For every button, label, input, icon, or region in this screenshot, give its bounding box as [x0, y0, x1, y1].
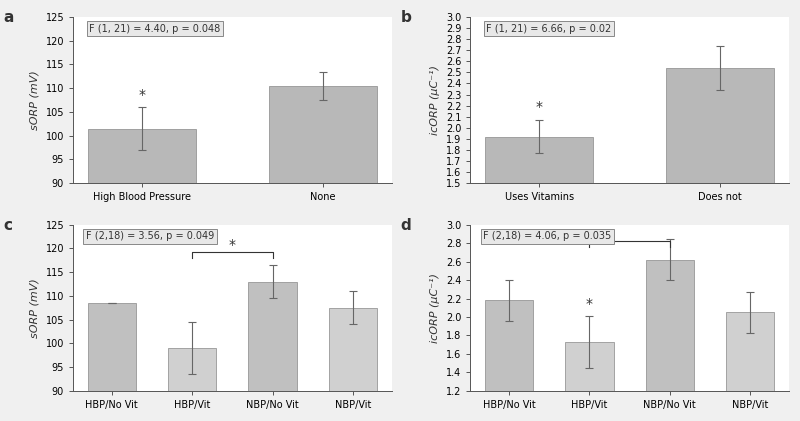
- Bar: [666, 68, 774, 349]
- Text: d: d: [400, 218, 411, 233]
- Bar: [726, 312, 774, 421]
- Text: *: *: [229, 238, 236, 252]
- Text: a: a: [3, 11, 14, 25]
- Bar: [485, 301, 533, 421]
- Bar: [87, 303, 136, 421]
- Bar: [566, 342, 614, 421]
- Y-axis label: icORP (µC⁻¹): icORP (µC⁻¹): [430, 65, 440, 135]
- Text: F (2,18) = 4.06, p = 0.035: F (2,18) = 4.06, p = 0.035: [483, 232, 611, 241]
- Text: *: *: [536, 101, 542, 115]
- Bar: [168, 348, 216, 421]
- Text: *: *: [138, 88, 146, 102]
- Text: F (2,18) = 3.56, p = 0.049: F (2,18) = 3.56, p = 0.049: [86, 232, 214, 241]
- Text: b: b: [400, 11, 411, 25]
- Bar: [646, 260, 694, 421]
- Bar: [485, 137, 594, 349]
- Text: F (1, 21) = 4.40, p = 0.048: F (1, 21) = 4.40, p = 0.048: [89, 24, 220, 34]
- Text: F (1, 21) = 6.66, p = 0.02: F (1, 21) = 6.66, p = 0.02: [486, 24, 611, 34]
- Text: *: *: [586, 298, 593, 312]
- Y-axis label: sORP (mV): sORP (mV): [30, 278, 40, 338]
- Y-axis label: sORP (mV): sORP (mV): [30, 70, 40, 130]
- Bar: [329, 308, 377, 421]
- Bar: [87, 128, 196, 421]
- Y-axis label: icORP (µC⁻¹): icORP (µC⁻¹): [430, 273, 440, 343]
- Bar: [269, 86, 377, 421]
- Bar: [249, 282, 297, 421]
- Text: c: c: [3, 218, 12, 233]
